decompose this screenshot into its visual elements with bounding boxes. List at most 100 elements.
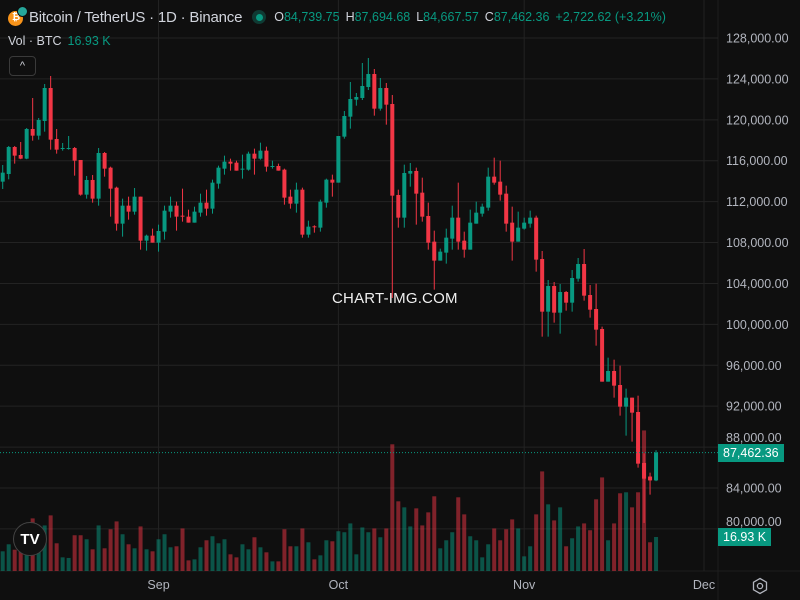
candle-body <box>138 196 143 241</box>
candle-body <box>498 181 503 195</box>
volume-bar <box>372 528 377 571</box>
candle-body <box>456 217 461 242</box>
volume-bar <box>246 549 251 571</box>
candle-body <box>420 192 425 217</box>
tradingview-logo[interactable]: TV <box>13 522 47 556</box>
candle-body <box>384 87 389 105</box>
volume-bar <box>6 544 11 571</box>
symbol-title[interactable]: Bitcoin / TetherUS · 1D · Binance <box>29 8 243 26</box>
y-tick-label: 104,000.00 <box>726 277 789 291</box>
open-label: O <box>274 10 284 24</box>
candle-body <box>48 88 53 140</box>
candle-body <box>468 222 473 250</box>
volume-bar <box>384 528 389 571</box>
candle-body <box>432 241 437 261</box>
volume-bar <box>408 526 413 571</box>
volume-bar <box>102 548 107 571</box>
candle-body <box>336 135 341 183</box>
candle-body <box>42 88 47 121</box>
candle-body <box>84 179 89 195</box>
candles <box>0 57 659 523</box>
volume-bar <box>48 515 53 571</box>
volume-bar <box>330 541 335 571</box>
volume-bar <box>378 537 383 571</box>
bitcoin-coin-icon: ₿ <box>8 6 28 26</box>
candle-body <box>402 172 407 218</box>
candle-body <box>192 211 197 223</box>
candle-body <box>180 215 185 217</box>
volume-bar <box>618 493 623 571</box>
candle-body <box>444 237 449 253</box>
y-tick-label: 120,000.00 <box>726 113 789 127</box>
volume-bar <box>78 535 83 571</box>
time-axis[interactable]: Sep Oct Nov Dec <box>147 578 715 592</box>
volume-bar <box>336 531 341 571</box>
volume-bar <box>276 561 281 571</box>
volume-bar <box>654 537 659 571</box>
candle-body <box>558 291 563 313</box>
candle-body <box>606 370 611 382</box>
candle-body <box>288 196 293 204</box>
candle-body <box>642 462 647 479</box>
volume-bar <box>366 532 371 571</box>
candle-body <box>438 251 443 261</box>
candle-body <box>390 103 395 196</box>
candle-body <box>414 170 419 194</box>
candle-body <box>120 205 125 224</box>
volume-bar <box>504 529 509 571</box>
market-status-icon[interactable] <box>252 10 267 24</box>
candle-body <box>474 212 479 224</box>
candle-body <box>648 476 653 481</box>
volume-bar <box>60 557 65 571</box>
x-tick-label: Oct <box>329 578 349 592</box>
y-tick-label: 128,000.00 <box>726 32 789 46</box>
candle-body <box>294 189 299 204</box>
candle-body <box>252 153 257 159</box>
candle-body <box>264 150 269 167</box>
candle-body <box>408 170 413 174</box>
volume-bar <box>498 540 503 571</box>
ohlc-values: O84,739.75 H87,694.68 L84,667.57 C87,462… <box>274 10 666 24</box>
volume-bar <box>144 549 149 571</box>
candle-body <box>612 370 617 386</box>
candle-body <box>132 196 137 212</box>
collapse-legend-button[interactable]: ^ <box>9 56 36 76</box>
volume-bar <box>528 546 533 571</box>
volume-bar <box>192 559 197 571</box>
volume-bar <box>108 529 113 571</box>
volume-bar <box>216 543 221 571</box>
volume-bar <box>228 554 233 571</box>
volume-bar <box>546 504 551 571</box>
candle-body <box>222 161 227 169</box>
open-value: 84,739.75 <box>283 10 340 24</box>
volume-bar <box>594 499 599 571</box>
volume-tag: 16.93 K <box>718 528 772 546</box>
volume-bar <box>264 552 269 571</box>
volume-bar <box>438 548 443 571</box>
settings-icon[interactable] <box>751 577 769 595</box>
volume-bar <box>162 534 167 571</box>
volume-bar <box>576 526 581 571</box>
candle-body <box>102 152 107 169</box>
volume-label[interactable]: Vol · BTC <box>8 34 62 48</box>
volume-bar <box>294 546 299 571</box>
volume-value: 16.93 K <box>67 34 111 48</box>
candle-body <box>186 216 191 223</box>
volume-bar <box>534 514 539 571</box>
candle-body <box>126 205 131 212</box>
y-tick-label: 80,000.00 <box>726 515 782 529</box>
candle-body <box>588 294 593 310</box>
low-label: L <box>416 10 424 24</box>
volume-bar <box>300 528 305 571</box>
candle-body <box>234 162 239 171</box>
volume-bars <box>0 430 659 571</box>
volume-bar <box>96 525 101 571</box>
price-axis[interactable]: 80,000.00 84,000.00 88,000.00 92,000.00 96,0… <box>726 32 789 530</box>
candle-body <box>396 194 401 218</box>
candle-body <box>174 205 179 217</box>
candle-body <box>306 226 311 235</box>
volume-bar <box>486 544 491 571</box>
change-value: +2,722.62 (+3.21%) <box>555 10 666 24</box>
volume-bar <box>480 557 485 571</box>
